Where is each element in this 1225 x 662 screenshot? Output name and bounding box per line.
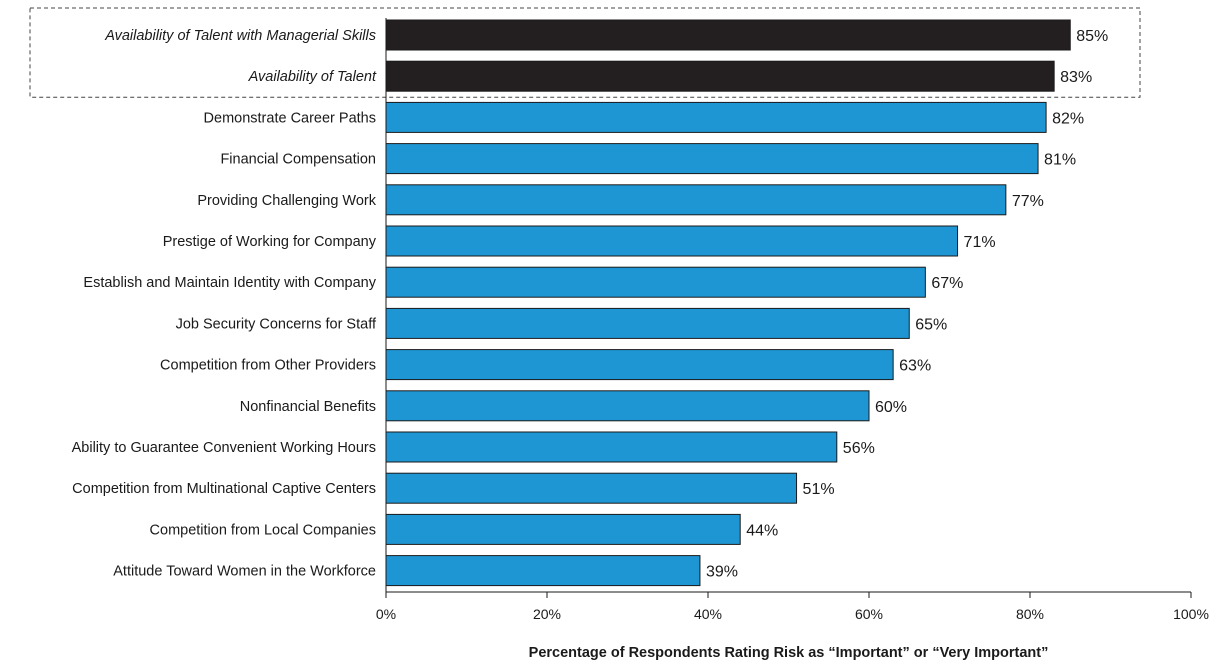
bar-5 bbox=[385, 225, 959, 257]
value-label: 85% bbox=[1076, 28, 1108, 45]
bar-4 bbox=[385, 184, 1007, 216]
value-label: 83% bbox=[1060, 69, 1092, 86]
x-tick-label: 0% bbox=[376, 606, 396, 622]
category-label: Availability of Talent with Managerial S… bbox=[104, 28, 376, 44]
value-label: 82% bbox=[1052, 110, 1084, 127]
value-label: 39% bbox=[706, 564, 738, 581]
highlight-box bbox=[29, 7, 1141, 98]
x-tick-label: 60% bbox=[855, 606, 883, 622]
value-label: 77% bbox=[1012, 193, 1044, 210]
x-axis-title: Percentage of Respondents Rating Risk as… bbox=[529, 645, 1049, 661]
value-label: 65% bbox=[915, 316, 947, 333]
value-label: 56% bbox=[843, 440, 875, 457]
value-label: 60% bbox=[875, 399, 907, 416]
value-label: 44% bbox=[746, 522, 778, 539]
category-label: Financial Compensation bbox=[220, 152, 376, 168]
bar-7 bbox=[385, 307, 910, 339]
bars-group: Availability of Talent with Managerial S… bbox=[72, 19, 1108, 587]
category-label: Job Security Concerns for Staff bbox=[176, 316, 377, 332]
value-label: 63% bbox=[899, 358, 931, 375]
category-label: Attitude Toward Women in the Workforce bbox=[113, 564, 376, 580]
bar-10 bbox=[385, 431, 838, 463]
bar-2 bbox=[385, 101, 1047, 133]
bar-0 bbox=[385, 19, 1071, 51]
value-label: 51% bbox=[803, 481, 835, 498]
x-tick-label: 100% bbox=[1173, 606, 1209, 622]
x-tick-label: 80% bbox=[1016, 606, 1044, 622]
bar-6 bbox=[385, 266, 926, 298]
category-label: Competition from Local Companies bbox=[150, 522, 376, 538]
category-label: Ability to Guarantee Convenient Working … bbox=[72, 440, 376, 456]
bar-8 bbox=[385, 349, 894, 381]
bar-11 bbox=[385, 472, 798, 504]
category-label: Nonfinancial Benefits bbox=[240, 399, 376, 415]
category-label: Prestige of Working for Company bbox=[163, 234, 377, 250]
category-label: Availability of Talent bbox=[248, 69, 377, 85]
bar-12 bbox=[385, 513, 741, 545]
category-label: Providing Challenging Work bbox=[197, 193, 376, 209]
x-tick-label: 40% bbox=[694, 606, 722, 622]
category-label: Competition from Multinational Captive C… bbox=[72, 481, 376, 497]
bar-1 bbox=[385, 60, 1055, 92]
bar-3 bbox=[385, 143, 1039, 175]
category-label: Establish and Maintain Identity with Com… bbox=[83, 275, 376, 291]
category-label: Demonstrate Career Paths bbox=[204, 110, 376, 126]
value-label: 67% bbox=[931, 275, 963, 292]
value-label: 81% bbox=[1044, 152, 1076, 169]
category-label: Competition from Other Providers bbox=[160, 358, 376, 374]
bar-9 bbox=[385, 390, 870, 422]
x-axis: 0% 20% 40% 60% 80% 100% bbox=[376, 18, 1209, 622]
bar-13 bbox=[385, 555, 701, 587]
x-tick-label: 20% bbox=[533, 606, 561, 622]
value-label: 71% bbox=[964, 234, 996, 251]
